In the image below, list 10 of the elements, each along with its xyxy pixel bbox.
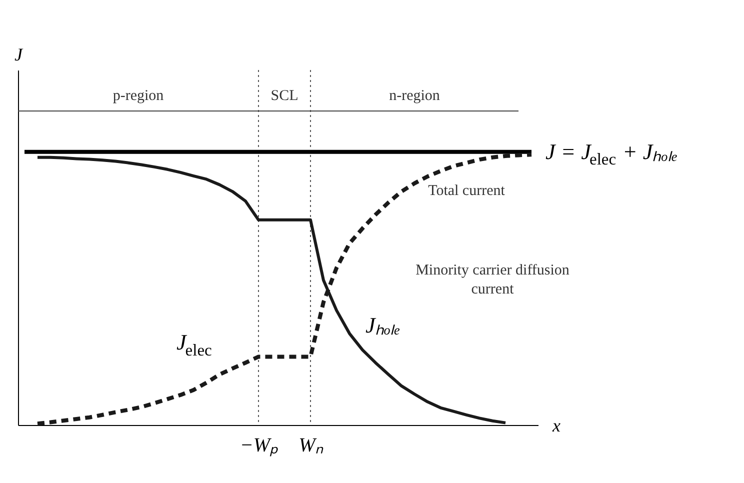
text: p-region xyxy=(112,88,164,104)
x-tick-label: −Wₚ xyxy=(240,434,280,456)
x-axis-title: x xyxy=(552,416,560,436)
series-label: Jₕₒₗₑ xyxy=(366,312,401,338)
text: SCL xyxy=(270,88,298,104)
text: n-region xyxy=(389,88,440,104)
annotation: Total current xyxy=(428,183,506,200)
annotation: Minority carrier diffusion current xyxy=(416,262,570,298)
y-axis-title: J xyxy=(14,44,24,64)
x-tick-label: Wₙ xyxy=(298,434,324,456)
